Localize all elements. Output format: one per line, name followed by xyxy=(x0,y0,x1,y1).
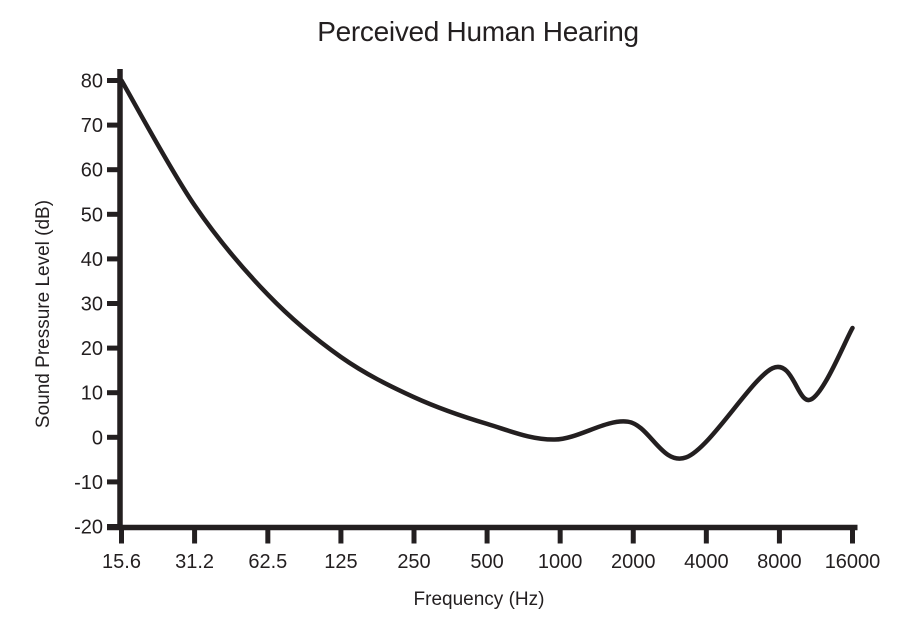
x-tick-label: 31.2 xyxy=(175,551,214,573)
y-tick-label: -10 xyxy=(74,472,103,494)
x-tick-label: 62.5 xyxy=(248,551,287,573)
y-tick-label: 40 xyxy=(81,249,103,271)
x-tick-label: 8000 xyxy=(757,551,802,573)
y-tick-label: 50 xyxy=(81,204,103,226)
y-tick-label: 0 xyxy=(92,427,103,449)
x-tick-label: 15.6 xyxy=(102,551,141,573)
hearing-threshold-curve xyxy=(119,78,855,461)
y-tick-label: 60 xyxy=(81,160,103,182)
x-tick-label: 4000 xyxy=(684,551,729,573)
x-axis-label: Frequency (Hz) xyxy=(413,589,545,610)
x-tick-label: 2000 xyxy=(611,551,656,573)
chart-title: Perceived Human Hearing xyxy=(317,16,639,47)
y-tick-label: -20 xyxy=(74,517,103,539)
y-tick-label: 10 xyxy=(81,383,103,405)
y-tick-label: 30 xyxy=(81,294,103,316)
y-tick-label: 20 xyxy=(81,338,103,360)
x-tick-label: 16000 xyxy=(825,551,881,573)
x-tick-label: 1000 xyxy=(538,551,583,573)
x-tick-label: 125 xyxy=(324,551,357,573)
x-tick-label: 250 xyxy=(397,551,430,573)
x-tick-label: 500 xyxy=(470,551,503,573)
y-tick-label: 80 xyxy=(81,71,103,93)
y-tick-label: 70 xyxy=(81,115,103,137)
